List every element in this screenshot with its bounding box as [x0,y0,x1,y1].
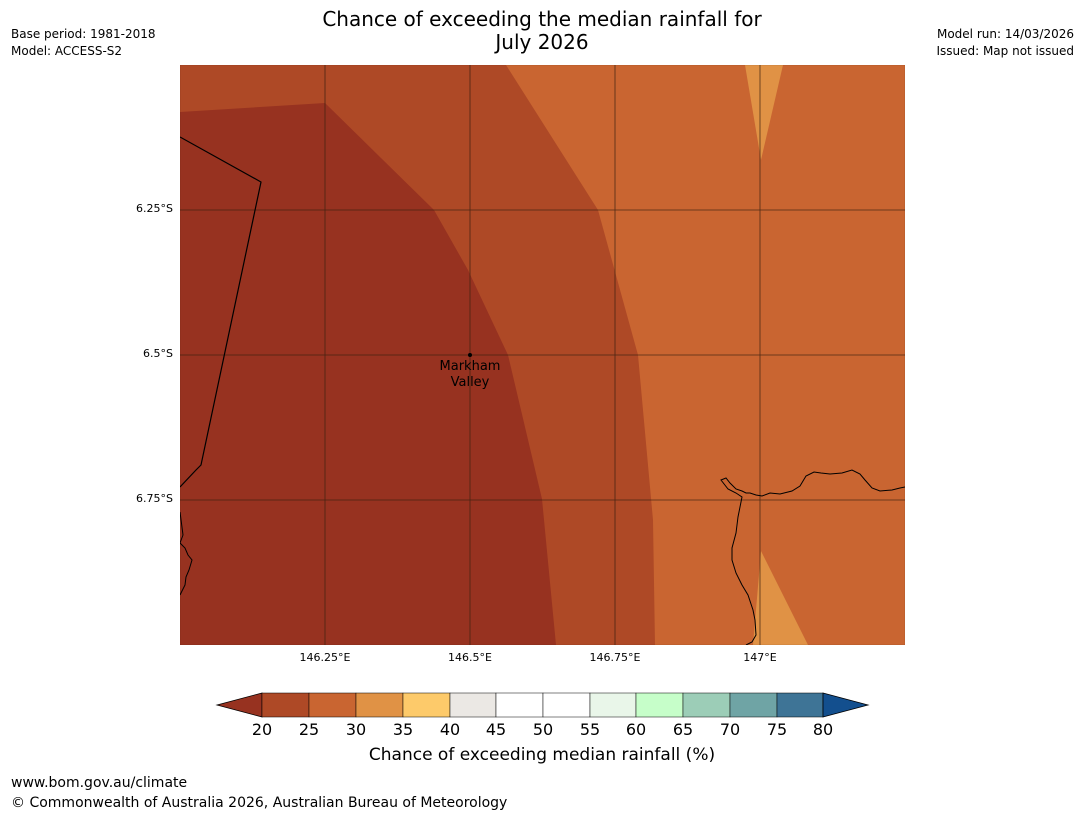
colorbar-bin-25-30 [308,692,357,718]
zone-30-35-north [745,65,783,160]
colorbar-label: Chance of exceeding median rainfall (%) [368,745,716,765]
colorbar-bin-50-55 [542,692,591,718]
colorbar-extend-low [215,692,263,718]
colorbar-bin-40-45 [449,692,497,718]
map-title: Chance of exceeding the median rainfall … [242,8,842,54]
lon-label-147: 147°E [743,651,777,664]
colorbar-bin-60-65 [635,692,684,718]
lat-label-6-25: 6.25°S [136,202,173,215]
colorbar-tick: 30 [345,720,367,739]
colorbar-tick: 65 [672,720,694,739]
rainfall-map [180,65,905,645]
colorbar-tick: 60 [625,720,647,739]
colorbar-tick: 55 [579,720,601,739]
colorbar-tick: 70 [719,720,741,739]
map-title-line2: July 2026 [495,30,589,54]
place-label: Markham Valley [425,359,515,391]
lat-label-6-75: 6.75°S [136,492,173,505]
colorbar-bin-35-40 [402,692,451,718]
colorbar-bin-70-75 [729,692,778,718]
coastline-west [180,511,193,596]
place-marker [468,353,472,357]
colorbar-bin-55-60 [589,692,637,718]
model-text: Model: ACCESS-S2 [11,44,123,58]
colorbar-bin-65-70 [682,692,731,718]
meta-left: Base period: 1981-2018 Model: ACCESS-S2 [11,26,156,60]
colorbar-extend-high [822,692,870,718]
colorbar-tick: 40 [439,720,461,739]
lon-label-146-5: 146.5°E [448,651,492,664]
colorbar-tick: 45 [485,720,507,739]
map-title-line1: Chance of exceeding the median rainfall … [322,7,762,31]
colorbar-bin-75-80 [776,692,824,718]
footer-url[interactable]: www.bom.gov.au/climate [11,775,188,791]
place-label-line2: Valley [450,375,490,390]
colorbar [215,692,870,718]
colorbar-tick: 35 [392,720,414,739]
colorbar-tick: 75 [766,720,788,739]
base-period-text: Base period: 1981-2018 [11,27,156,41]
issued-text: Issued: Map not issued [936,44,1074,58]
lon-label-146-25: 146.25°E [299,651,351,664]
model-run-text: Model run: 14/03/2026 [936,27,1074,41]
colorbar-bin-45-50 [495,692,544,718]
province-boundary [180,136,262,488]
lat-label-6-5: 6.5°S [143,347,173,360]
colorbar-tick: 50 [532,720,554,739]
colorbar-bin-30-35 [355,692,404,718]
colorbar-bin-20-25 [261,692,310,718]
coastline-east [720,469,905,645]
meta-right: Model run: 14/03/2026 Issued: Map not is… [936,26,1074,60]
grid-lines [180,65,905,645]
place-label-line1: Markham [439,359,501,374]
footer-copyright: © Commonwealth of Australia 2026, Austra… [11,795,508,811]
colorbar-tick: 25 [298,720,320,739]
colorbar-tick: 80 [812,720,834,739]
colorbar-tick: 20 [251,720,273,739]
lon-label-146-75: 146.75°E [589,651,641,664]
zone-30-35-south [753,551,808,645]
